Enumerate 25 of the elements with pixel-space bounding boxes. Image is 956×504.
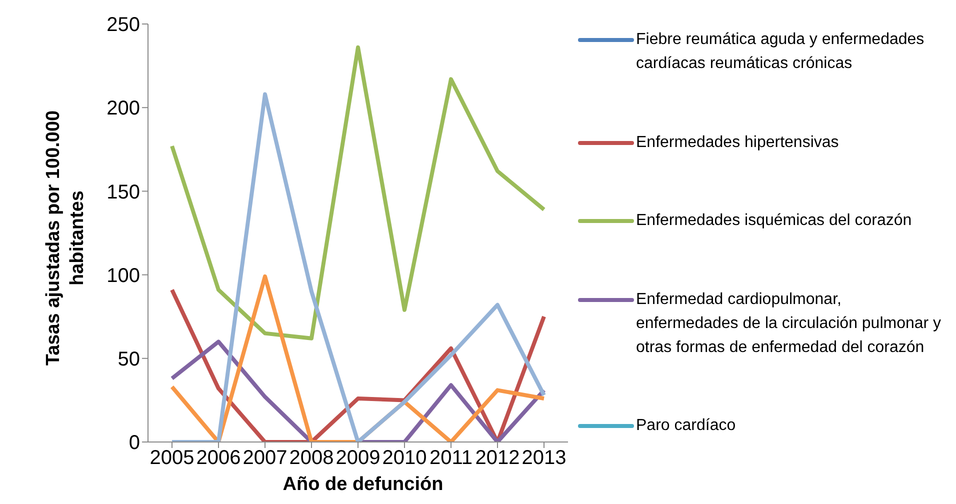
x-tick-label: 2011 (429, 447, 473, 470)
line-series (170, 340, 546, 442)
y-tick-label: 100 (106, 264, 140, 287)
x-tick-label: 2013 (522, 447, 566, 470)
legend-label: Enfermedades hipertensivas (636, 132, 839, 152)
x-tick-label: 2010 (382, 447, 427, 470)
y-tick-label: 200 (106, 98, 140, 120)
legend-label: Paro cardíaco (636, 416, 736, 436)
x-tick-label: 2006 (196, 447, 241, 470)
x-tick-label: 2009 (336, 447, 380, 470)
x-tick-label: 2007 (242, 447, 288, 470)
y-tick-label: 50 (118, 348, 140, 370)
line-series (170, 45, 546, 340)
line-series (170, 92, 546, 442)
legend-label: Enfermedades isquémicas del corazón (636, 211, 912, 231)
x-tick-label: 2005 (150, 447, 194, 470)
legend-label: Fiebre reumática aguda y enfermedades cardíacas reumáticas crónicas (636, 30, 926, 74)
y-tick-label: 150 (106, 181, 140, 204)
y-axis-title: Tasas ajustadas por 100.000 habitantes (42, 109, 89, 368)
x-tick-label: 2008 (289, 447, 334, 470)
y-tick-label: 0 (128, 432, 140, 454)
x-tick-label: 2012 (475, 447, 520, 470)
x-axis-title: Año de defunción (282, 474, 444, 496)
y-tick-label: 250 (106, 14, 140, 36)
legend-label: Enfermedad cardiopulmonar, enfermedades de la circulación pulmonar y otras formas de enfermedad del corazón (636, 290, 942, 358)
